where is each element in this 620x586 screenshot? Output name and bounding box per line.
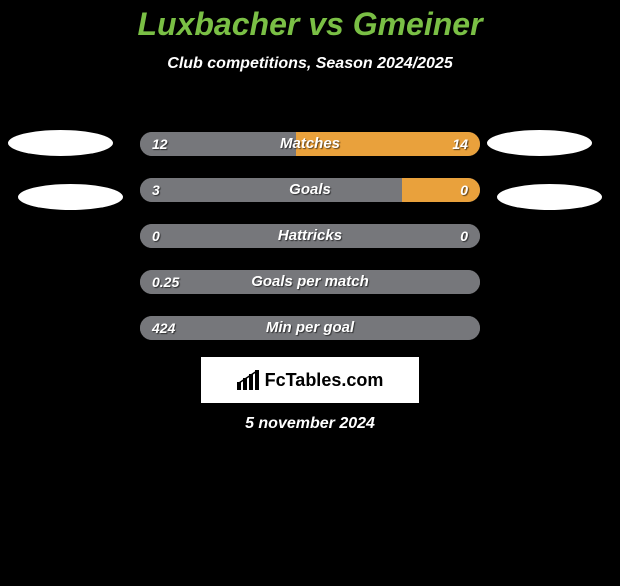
season-subtitle: Club competitions, Season 2024/2025	[0, 55, 620, 73]
bar-chart-icon	[237, 370, 261, 390]
stat-metric-label: Hattricks	[140, 224, 480, 248]
comparison-title: Luxbacher vs Gmeiner	[0, 6, 620, 43]
stat-metric-label: Min per goal	[140, 316, 480, 340]
logo-text: FcTables.com	[265, 370, 384, 391]
decorative-oval-2	[487, 130, 592, 156]
stat-metric-label: Goals	[140, 178, 480, 202]
stat-row: 0.25Goals per match	[140, 270, 480, 294]
stat-row: 00Hattricks	[140, 224, 480, 248]
stat-row: 1214Matches	[140, 132, 480, 156]
snapshot-date: 5 november 2024	[0, 415, 620, 433]
stat-metric-label: Goals per match	[140, 270, 480, 294]
stat-metric-label: Matches	[140, 132, 480, 156]
stat-row: 424Min per goal	[140, 316, 480, 340]
decorative-oval-1	[18, 184, 123, 210]
fctables-logo: FcTables.com	[201, 357, 419, 403]
decorative-oval-0	[8, 130, 113, 156]
decorative-oval-3	[497, 184, 602, 210]
stat-row: 30Goals	[140, 178, 480, 202]
stats-panel: 1214Matches 30Goals 00Hattricks 0.25Goals p…	[140, 132, 480, 362]
